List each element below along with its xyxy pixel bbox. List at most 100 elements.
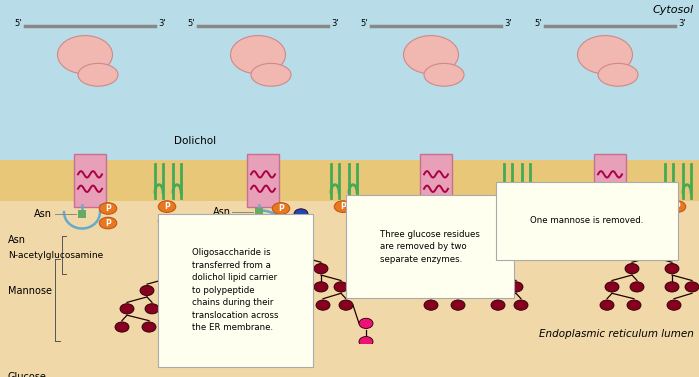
Text: 3': 3': [158, 19, 166, 28]
Ellipse shape: [334, 282, 348, 292]
Text: P: P: [625, 219, 631, 228]
Ellipse shape: [600, 300, 614, 310]
Text: P: P: [278, 204, 284, 213]
Text: 5': 5': [187, 19, 195, 28]
Ellipse shape: [469, 245, 483, 256]
Bar: [0, 0, 699, 160]
Ellipse shape: [160, 249, 174, 259]
Ellipse shape: [57, 35, 113, 74]
Text: P: P: [513, 202, 519, 211]
Text: P: P: [340, 202, 346, 211]
Ellipse shape: [339, 300, 353, 310]
Ellipse shape: [182, 322, 196, 332]
Ellipse shape: [316, 300, 330, 310]
Ellipse shape: [142, 322, 156, 332]
Ellipse shape: [469, 209, 483, 219]
Ellipse shape: [249, 300, 263, 310]
Ellipse shape: [160, 267, 174, 277]
Text: P: P: [164, 202, 170, 211]
Ellipse shape: [403, 35, 459, 74]
Ellipse shape: [665, 282, 679, 292]
Ellipse shape: [445, 202, 463, 214]
Ellipse shape: [200, 304, 214, 314]
Text: 3': 3': [504, 19, 512, 28]
Ellipse shape: [445, 217, 463, 229]
Text: One mannose is removed.: One mannose is removed.: [530, 216, 643, 225]
Ellipse shape: [424, 300, 438, 310]
Text: Asn: Asn: [34, 209, 52, 219]
Text: 5': 5': [361, 19, 368, 28]
Ellipse shape: [120, 304, 134, 314]
Ellipse shape: [619, 202, 637, 214]
Text: P: P: [674, 202, 680, 211]
Ellipse shape: [225, 340, 239, 350]
Ellipse shape: [509, 282, 523, 292]
Bar: [0, 160, 699, 201]
Text: Asn: Asn: [8, 235, 26, 245]
Bar: [420, 155, 452, 207]
Text: 3': 3': [678, 19, 686, 28]
Ellipse shape: [668, 201, 686, 213]
Ellipse shape: [449, 264, 463, 274]
Ellipse shape: [99, 202, 117, 214]
Ellipse shape: [158, 215, 176, 227]
Ellipse shape: [314, 264, 328, 274]
Ellipse shape: [645, 209, 659, 219]
Ellipse shape: [145, 304, 159, 314]
Ellipse shape: [605, 282, 619, 292]
Ellipse shape: [645, 227, 659, 237]
Ellipse shape: [251, 63, 291, 86]
Text: Endoplasmic reticulum lumen: Endoplasmic reticulum lumen: [539, 329, 694, 339]
Ellipse shape: [429, 282, 443, 292]
Ellipse shape: [274, 264, 288, 274]
Text: Oligosaccharide is
transferred from a
dolichol lipid carrier
to polypeptide
chai: Oligosaccharide is transferred from a do…: [192, 248, 278, 332]
Ellipse shape: [115, 322, 129, 332]
Ellipse shape: [645, 245, 659, 256]
Ellipse shape: [180, 285, 194, 296]
Ellipse shape: [359, 318, 373, 328]
Bar: [255, 208, 263, 216]
Text: Mannose: Mannose: [8, 285, 52, 296]
Ellipse shape: [577, 35, 633, 74]
Text: N-acetylglucosamine: N-acetylglucosamine: [8, 251, 103, 261]
Ellipse shape: [158, 201, 176, 213]
Ellipse shape: [359, 337, 373, 347]
Text: P: P: [625, 204, 631, 213]
Text: 5': 5': [15, 19, 22, 28]
Text: P: P: [451, 204, 457, 213]
Text: P: P: [105, 204, 111, 213]
Ellipse shape: [665, 264, 679, 274]
Text: Glucose: Glucose: [8, 372, 47, 377]
Ellipse shape: [619, 217, 637, 229]
Text: P: P: [105, 219, 111, 228]
Text: Asn: Asn: [388, 207, 406, 217]
Ellipse shape: [279, 282, 293, 292]
Text: Three glucose residues
are removed by two
separate enzymes.: Three glucose residues are removed by tw…: [380, 230, 480, 264]
Ellipse shape: [276, 300, 290, 310]
Ellipse shape: [78, 63, 118, 86]
Bar: [247, 155, 279, 207]
Ellipse shape: [489, 282, 503, 292]
Ellipse shape: [627, 300, 641, 310]
Ellipse shape: [625, 264, 639, 274]
Ellipse shape: [272, 202, 290, 214]
Bar: [0, 201, 699, 344]
Ellipse shape: [180, 304, 194, 314]
Bar: [430, 208, 438, 216]
Text: Asn: Asn: [213, 207, 231, 217]
Ellipse shape: [667, 300, 681, 310]
Ellipse shape: [231, 35, 285, 74]
Ellipse shape: [469, 227, 483, 237]
Ellipse shape: [424, 63, 464, 86]
Ellipse shape: [685, 282, 699, 292]
Ellipse shape: [205, 322, 219, 332]
Ellipse shape: [454, 282, 468, 292]
Ellipse shape: [598, 63, 638, 86]
Text: P: P: [278, 219, 284, 228]
Bar: [78, 210, 86, 218]
Text: Asn: Asn: [562, 207, 580, 217]
Ellipse shape: [491, 300, 505, 310]
Ellipse shape: [294, 209, 308, 219]
Ellipse shape: [160, 231, 174, 241]
Bar: [74, 155, 106, 207]
